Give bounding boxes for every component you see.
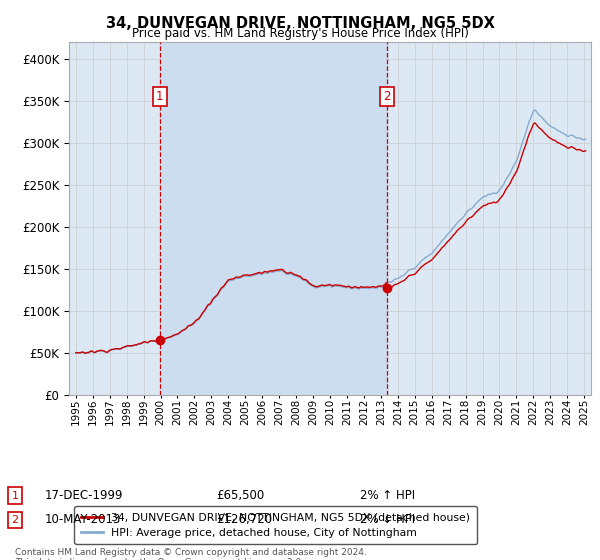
Text: 1: 1 xyxy=(11,491,19,501)
Text: 1: 1 xyxy=(156,90,164,103)
Text: 2: 2 xyxy=(11,515,19,525)
Text: Price paid vs. HM Land Registry's House Price Index (HPI): Price paid vs. HM Land Registry's House … xyxy=(131,27,469,40)
Text: 2% ↑ HPI: 2% ↑ HPI xyxy=(360,489,415,502)
Legend: 34, DUNVEGAN DRIVE, NOTTINGHAM, NG5 5DX (detached house), HPI: Average price, de: 34, DUNVEGAN DRIVE, NOTTINGHAM, NG5 5DX … xyxy=(74,506,477,544)
Bar xyxy=(160,42,387,395)
Text: 34, DUNVEGAN DRIVE, NOTTINGHAM, NG5 5DX: 34, DUNVEGAN DRIVE, NOTTINGHAM, NG5 5DX xyxy=(106,16,494,31)
Text: £65,500: £65,500 xyxy=(216,489,264,502)
Text: 17-DEC-1999: 17-DEC-1999 xyxy=(45,489,124,502)
Text: 10-MAY-2013: 10-MAY-2013 xyxy=(45,513,121,526)
Text: £126,720: £126,720 xyxy=(216,513,272,526)
Text: 2: 2 xyxy=(383,90,391,103)
Text: 2% ↓ HPI: 2% ↓ HPI xyxy=(360,513,415,526)
Text: Contains HM Land Registry data © Crown copyright and database right 2024.
This d: Contains HM Land Registry data © Crown c… xyxy=(15,548,367,560)
